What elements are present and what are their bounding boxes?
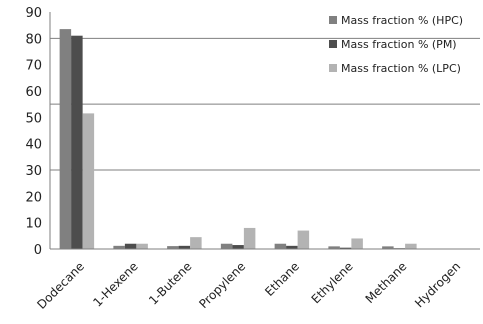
bar-dodecane-series-2	[82, 113, 95, 249]
bar-ethylene-series-2	[351, 238, 363, 249]
legend-swatch-1	[329, 40, 337, 48]
y-tick-label-0: 0	[34, 243, 42, 258]
bar-1-hexene-series-1	[124, 243, 137, 249]
bar-1-butene-series-1	[178, 245, 191, 249]
legend-label-2: Mass fraction % (LPC)	[341, 62, 461, 75]
y-tick-label-3: 30	[25, 164, 42, 179]
bar-ethylene-series-0	[328, 246, 340, 249]
x-category-label-5: Ethylene	[309, 259, 356, 306]
bar-ethane-series-2	[297, 230, 310, 249]
bar-1-butene-series-2	[190, 237, 202, 249]
bar-ethane-series-1	[286, 245, 298, 249]
y-tick-label-4: 40	[25, 138, 42, 153]
bar-ethylene-series-1	[339, 247, 352, 249]
x-category-label-4: Ethane	[262, 259, 302, 299]
bar-1-hexene-series-0	[113, 245, 125, 249]
y-tick-label-9: 90	[25, 6, 42, 21]
x-category-label-0: Dodecane	[34, 259, 87, 312]
bar-ethane-series-0	[274, 243, 287, 249]
bar-propylene-series-1	[232, 245, 244, 249]
bar-propylene-series-0	[220, 243, 233, 249]
y-tick-label-7: 70	[25, 59, 42, 74]
bar-propylene-series-2	[243, 227, 256, 249]
y-tick-labels: 0 10 20 30 40 50 60 70 80 90	[25, 6, 42, 258]
bar-1-butene-series-0	[167, 246, 179, 249]
x-category-label-3: Propylene	[196, 259, 248, 311]
legend-label-0: Mass fraction % (HPC)	[341, 14, 463, 27]
bars	[59, 29, 417, 250]
bar-methane-series-2	[405, 243, 417, 249]
y-tick-label-1: 10	[25, 217, 42, 232]
x-category-label-7: Hydrogen	[412, 259, 463, 310]
x-category-label-2: 1-Butene	[146, 259, 194, 307]
bar-dodecane-series-0	[59, 29, 72, 249]
x-category-labels: Dodecane 1-Hexene 1-Butene Propylene Ethane E…	[34, 259, 463, 312]
gridlines	[50, 37, 480, 171]
legend-swatch-2	[329, 64, 337, 72]
legend-label-1: Mass fraction % (PM)	[341, 38, 457, 51]
x-category-label-1: 1-Hexene	[90, 259, 140, 309]
legend: Mass fraction % (HPC) Mass fraction % (PM…	[329, 14, 463, 75]
y-tick-label-6: 60	[25, 85, 42, 100]
bar-dodecane-series-1	[71, 35, 83, 250]
legend-swatch-0	[329, 16, 337, 24]
axes	[49, 12, 480, 250]
bar-1-hexene-series-2	[136, 243, 148, 249]
y-tick-label-2: 20	[25, 190, 42, 205]
y-tick-label-5: 50	[25, 111, 42, 126]
y-tick-label-8: 80	[25, 32, 42, 47]
bar-methane-series-0	[382, 246, 394, 249]
x-category-label-6: Methane	[363, 259, 410, 306]
